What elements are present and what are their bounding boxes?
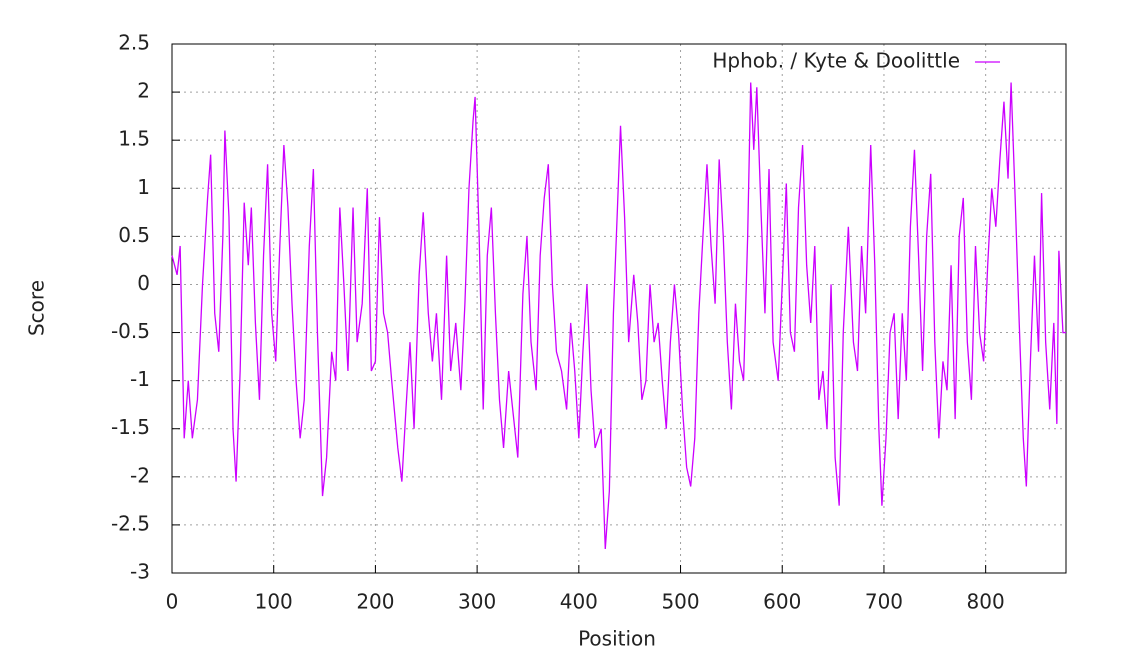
y-tick-label: 0.5 xyxy=(118,223,150,247)
x-tick-label: 700 xyxy=(865,590,903,614)
y-tick-label: -3 xyxy=(130,560,150,584)
data-line xyxy=(171,82,1066,549)
y-tick-label: 1 xyxy=(137,175,150,199)
plot-frame xyxy=(171,43,1067,574)
x-tick-label: 200 xyxy=(356,590,394,614)
x-tick-label: 0 xyxy=(166,590,179,614)
x-tick-label: 600 xyxy=(763,590,801,614)
x-axis-label: Position xyxy=(578,627,656,651)
y-tick-label: 2 xyxy=(137,79,150,103)
y-tick-label: -0.5 xyxy=(111,319,150,343)
y-tick-label: -1.5 xyxy=(111,415,150,439)
x-tick-label: 500 xyxy=(661,590,699,614)
y-tick-label: -2 xyxy=(130,463,150,487)
x-tick-label: 300 xyxy=(458,590,496,614)
x-tick-label: 800 xyxy=(967,590,1005,614)
y-axis-label: Score xyxy=(25,280,49,336)
legend-label: Hphob. / Kyte & Doolittle xyxy=(712,49,960,73)
x-tick-label: 400 xyxy=(560,590,598,614)
y-tick-label: 1.5 xyxy=(118,127,150,151)
y-tick-label: -1 xyxy=(130,367,150,391)
x-tick-label: 100 xyxy=(255,590,293,614)
y-tick-label: 0 xyxy=(137,271,150,295)
y-tick-label: 2.5 xyxy=(118,31,150,55)
y-tick-label: -2.5 xyxy=(111,511,150,535)
